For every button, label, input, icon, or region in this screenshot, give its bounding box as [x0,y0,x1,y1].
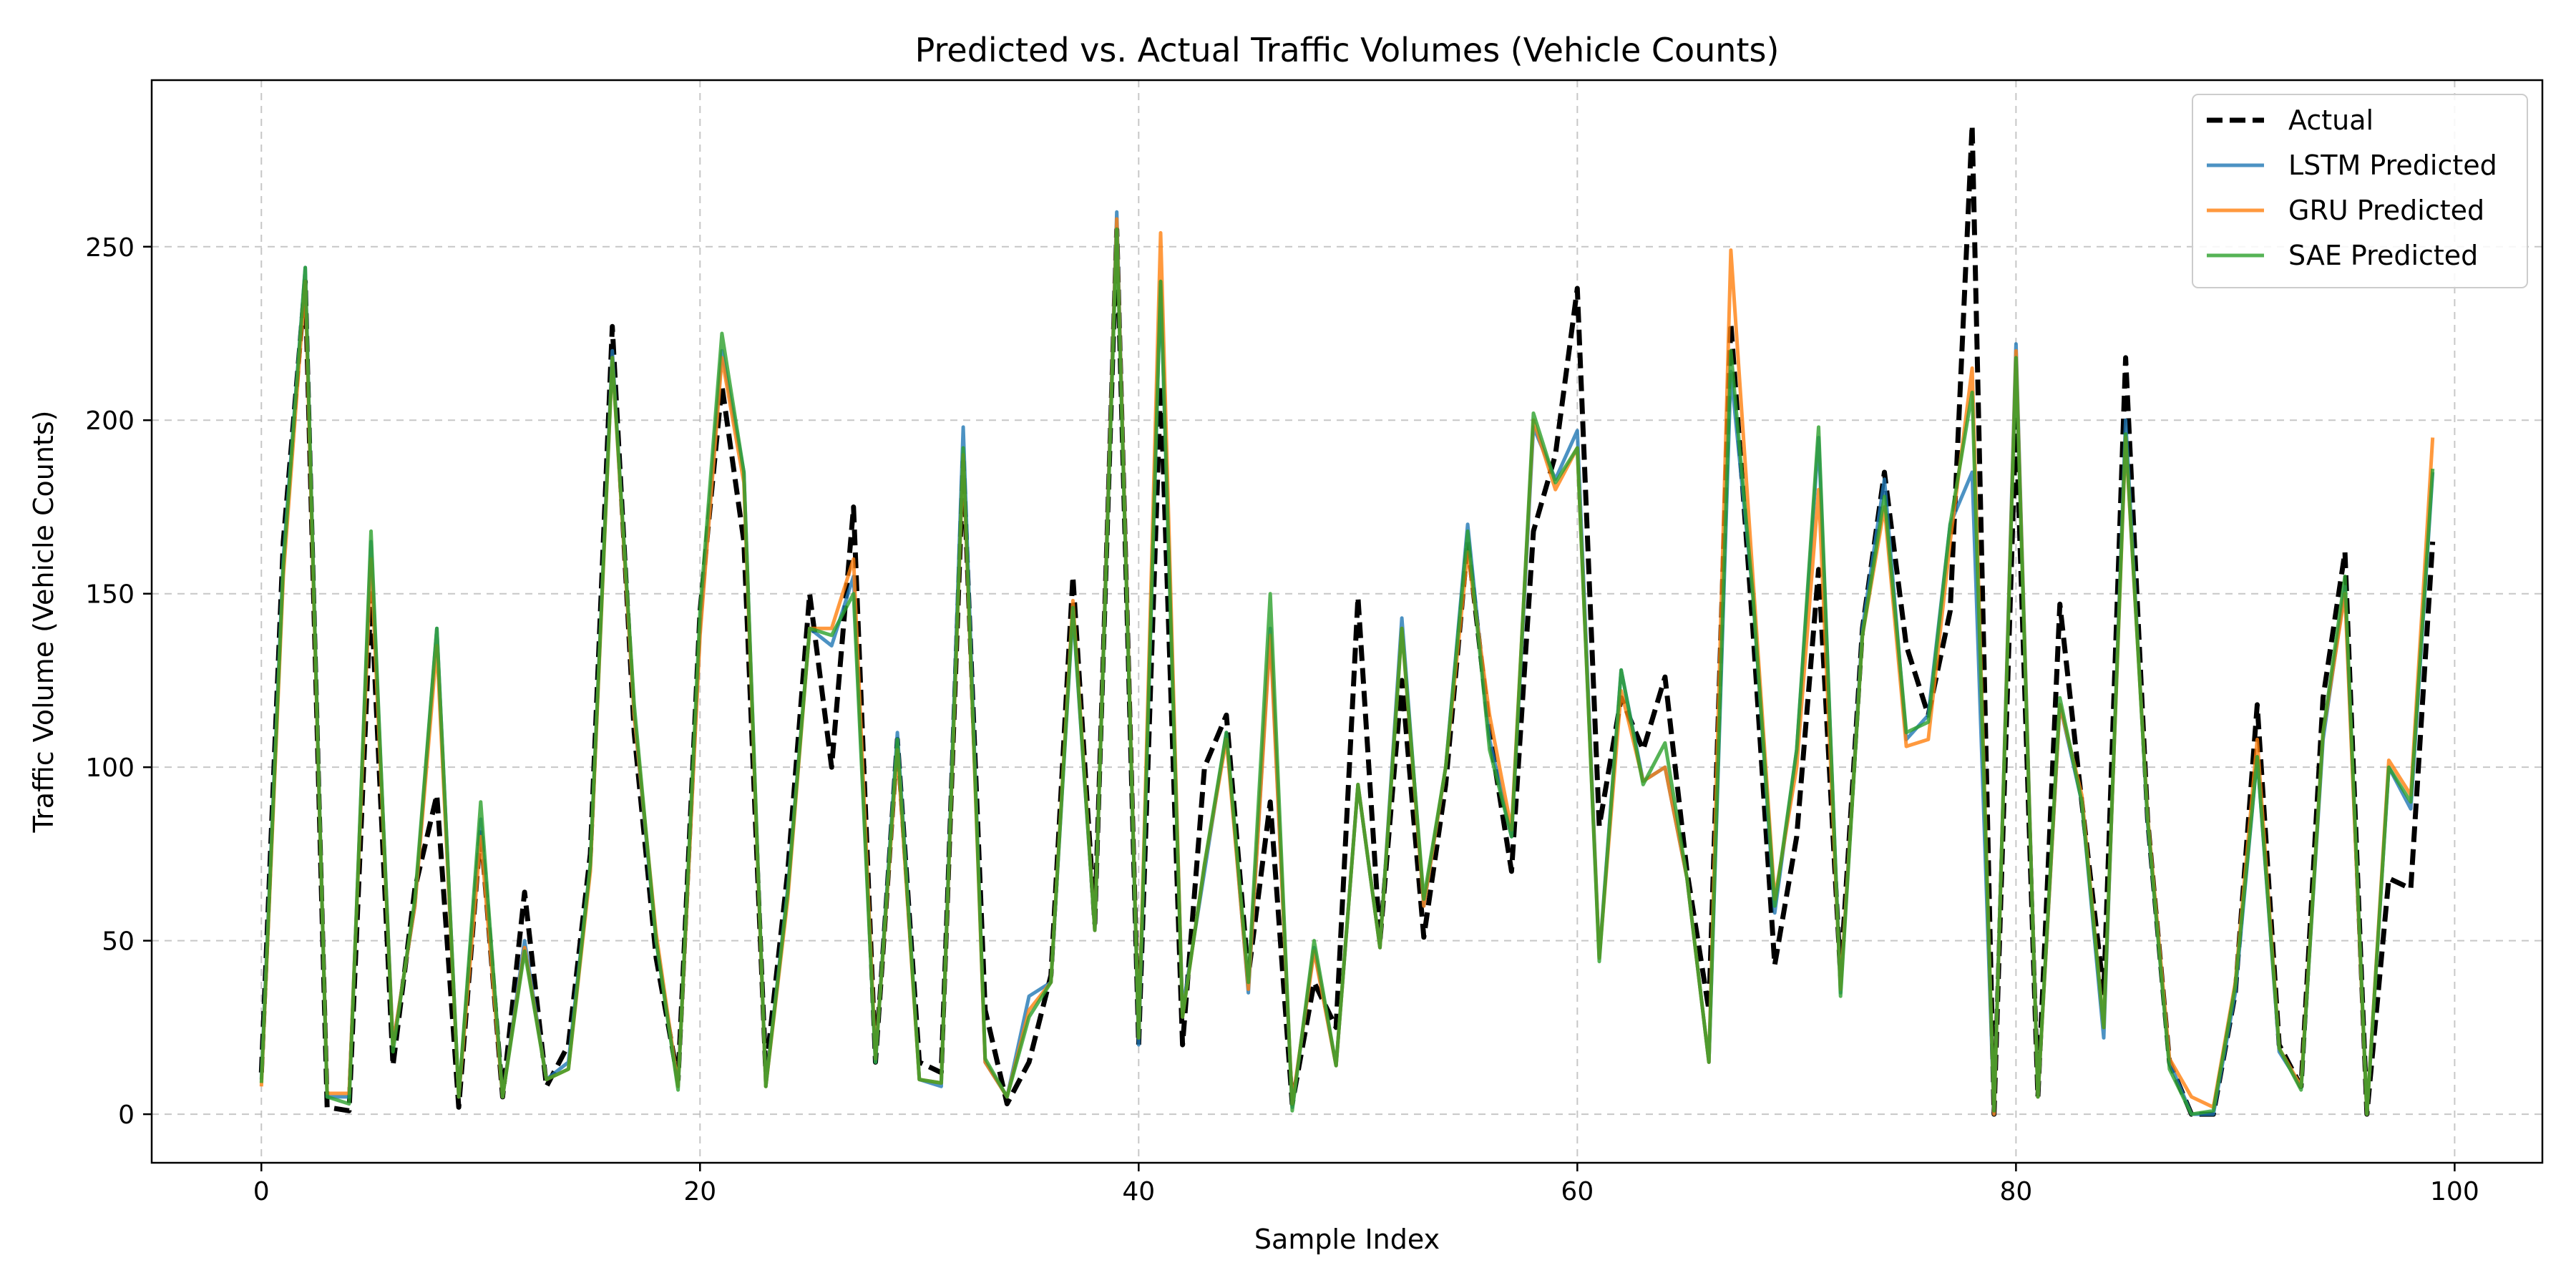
x-axis-label: Sample Index [1254,1224,1440,1255]
legend-label: Actual [2288,104,2373,136]
legend-box [2192,94,2528,288]
legend-label: LSTM Predicted [2288,150,2497,181]
legend-label: GRU Predicted [2288,195,2484,226]
y-axis-label: Traffic Volume (Vehicle Counts) [28,411,59,834]
y-tick-label: 150 [85,580,135,610]
x-tick-label: 80 [1999,1177,2032,1206]
y-tick-label: 100 [85,753,135,783]
y-tick-label: 200 [85,406,135,436]
x-tick-label: 0 [253,1177,270,1206]
x-tick-label: 40 [1122,1177,1155,1206]
plot-lines [258,122,2436,1117]
legend-label: SAE Predicted [2288,240,2478,271]
plot-frame [150,79,2544,1164]
legend: Actual LSTM Predicted GRU Predicted SAE Pre… [2192,94,2528,288]
x-tick-label: 60 [1561,1177,1594,1206]
series-line-sae-predicted [259,228,2435,1116]
ticks: 0 20 40 60 80 100 0 50 100 150 200 250 [85,233,2479,1206]
x-tick-label: 100 [2430,1177,2479,1206]
x-tick-label: 20 [683,1177,716,1206]
chart-title: Predicted vs. Actual Traffic Volumes (Ve… [915,31,1780,69]
y-tick-label: 250 [85,233,135,263]
y-tick-label: 50 [102,927,135,957]
y-tick-label: 0 [118,1101,135,1130]
